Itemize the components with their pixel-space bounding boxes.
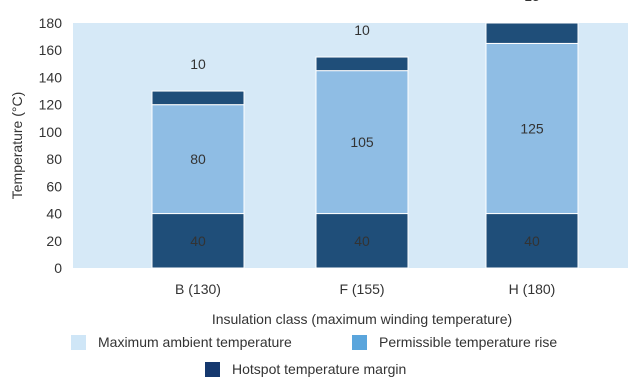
x-tick-label: H (180): [509, 281, 556, 297]
x-axis-ticks: B (130) F (155) H (180): [175, 281, 555, 297]
y-tick-label: 60: [46, 178, 62, 194]
data-label: 40: [524, 233, 540, 249]
bar-segment: [151, 213, 245, 269]
y-axis-title: Temperature (°C): [9, 92, 25, 200]
legend-swatch: [352, 335, 367, 350]
legend: Maximum ambient temperature Permissible t…: [71, 334, 557, 377]
bar-segment: [315, 213, 409, 269]
y-axis-ticks: 0 20 40 60 80 100 120 140 160 180: [39, 15, 63, 276]
legend-swatch: [71, 335, 86, 350]
bar-segment: [315, 56, 409, 72]
bar-segment: [151, 90, 245, 106]
data-label: 40: [190, 233, 206, 249]
bar-segment: [485, 42, 579, 215]
data-label: 80: [190, 151, 206, 167]
y-tick-label: 120: [39, 97, 63, 113]
data-label: 15: [524, 0, 540, 4]
bar-segment: [485, 22, 579, 44]
y-tick-label: 20: [46, 233, 62, 249]
y-tick-label: 80: [46, 151, 62, 167]
data-label: 125: [520, 120, 544, 136]
data-label: 105: [350, 134, 374, 150]
data-labels: 40 80 10 40 105 10 40 125 15: [190, 0, 544, 249]
y-tick-label: 0: [54, 260, 62, 276]
legend-label: Permissible temperature rise: [379, 334, 557, 350]
y-tick-label: 100: [39, 124, 63, 140]
x-tick-label: B (130): [175, 281, 221, 297]
x-tick-label: F (155): [339, 281, 384, 297]
legend-swatch: [205, 362, 220, 377]
legend-label: Hotspot temperature margin: [232, 361, 406, 377]
data-label: 10: [354, 22, 370, 38]
bars: [151, 22, 579, 269]
x-axis-title: Insulation class (maximum winding temper…: [212, 311, 512, 327]
y-tick-label: 160: [39, 42, 63, 58]
y-tick-label: 180: [39, 15, 63, 31]
y-tick-label: 40: [46, 206, 62, 222]
data-label: 10: [190, 56, 206, 72]
y-tick-label: 140: [39, 69, 63, 85]
data-label: 40: [354, 233, 370, 249]
bar-segment: [485, 213, 579, 269]
legend-label: Maximum ambient temperature: [98, 334, 292, 350]
